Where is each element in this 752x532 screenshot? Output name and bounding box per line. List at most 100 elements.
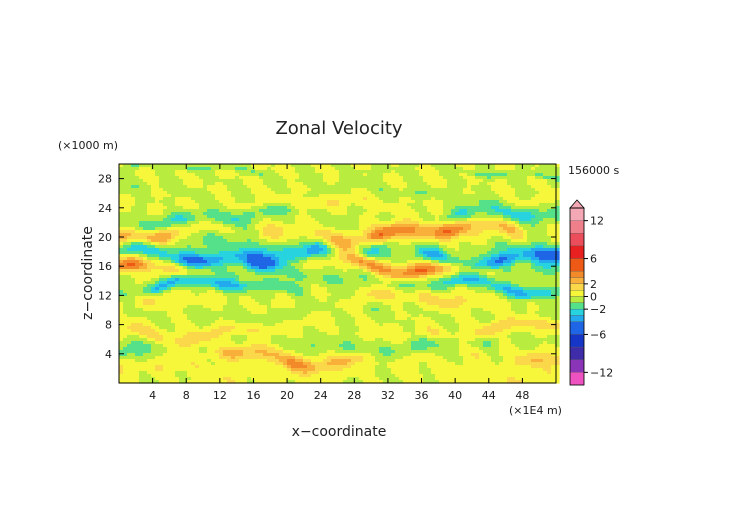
field-cell — [151, 188, 156, 192]
field-cell — [463, 206, 468, 210]
field-cell — [283, 242, 288, 246]
field-cell — [175, 239, 180, 243]
field-cell — [167, 215, 172, 219]
field-cell — [315, 293, 320, 297]
field-cell — [247, 293, 252, 297]
field-cell — [283, 188, 288, 192]
field-cell — [395, 257, 400, 261]
field-cell — [475, 275, 480, 279]
field-cell — [143, 179, 148, 183]
field-cell — [411, 260, 416, 264]
field-cell — [155, 203, 160, 207]
field-cell — [323, 290, 328, 294]
field-cell — [351, 275, 356, 279]
field-cell — [479, 212, 484, 216]
field-cell — [387, 281, 392, 285]
field-cell — [239, 284, 244, 288]
field-cell — [499, 221, 504, 225]
field-cell — [359, 242, 364, 246]
field-cell — [351, 191, 356, 195]
field-cell — [339, 248, 344, 252]
field-cell — [175, 281, 180, 285]
field-cell — [311, 221, 316, 225]
field-cell — [315, 182, 320, 186]
field-cell — [259, 170, 264, 174]
field-cell — [491, 170, 496, 174]
field-cell — [459, 293, 464, 297]
field-cell — [235, 206, 240, 210]
field-cell — [255, 221, 260, 225]
field-cell — [323, 194, 328, 198]
field-cell — [147, 233, 152, 237]
field-cell — [407, 248, 412, 252]
field-cell — [275, 263, 280, 267]
field-cell — [151, 296, 156, 300]
field-cell — [555, 221, 560, 225]
field-cell — [491, 224, 496, 228]
field-cell — [203, 251, 208, 255]
field-cell — [383, 197, 388, 201]
field-cell — [339, 260, 344, 264]
field-cell — [395, 278, 400, 282]
field-cell — [255, 227, 260, 231]
field-cell — [323, 185, 328, 189]
field-cell — [231, 251, 236, 255]
field-cell — [187, 239, 192, 243]
field-cell — [251, 254, 256, 258]
field-cell — [231, 176, 236, 180]
field-cell — [447, 179, 452, 183]
field-cell — [547, 185, 552, 189]
field-cell — [291, 182, 296, 186]
field-cell — [123, 170, 128, 174]
field-cell — [171, 170, 176, 174]
field-cell — [167, 200, 172, 204]
field-cell — [287, 251, 292, 255]
field-cell — [219, 230, 224, 234]
field-cell — [423, 293, 428, 297]
field-cell — [175, 188, 180, 192]
field-cell — [387, 239, 392, 243]
field-cell — [307, 230, 312, 234]
field-cell — [215, 257, 220, 261]
field-cell — [375, 275, 380, 279]
field-cell — [299, 185, 304, 189]
field-cell — [171, 218, 176, 222]
field-cell — [367, 254, 372, 258]
field-cell — [163, 179, 168, 183]
field-cell — [383, 281, 388, 285]
field-cell — [291, 179, 296, 183]
field-cell — [247, 185, 252, 189]
field-cell — [399, 266, 404, 270]
field-cell — [539, 290, 544, 294]
field-cell — [239, 185, 244, 189]
field-cell — [283, 173, 288, 177]
field-cell — [371, 224, 376, 228]
field-cell — [331, 236, 336, 240]
field-cell — [155, 182, 160, 186]
field-cell — [415, 269, 420, 273]
field-cell — [151, 215, 156, 219]
field-cell — [507, 197, 512, 201]
field-cell — [451, 203, 456, 207]
field-cell — [135, 194, 140, 198]
field-cell — [147, 194, 152, 198]
field-cell — [495, 170, 500, 174]
field-cell — [503, 182, 508, 186]
field-cell — [307, 170, 312, 174]
field-cell — [539, 191, 544, 195]
field-cell — [271, 290, 276, 294]
field-cell — [399, 263, 404, 267]
field-cell — [347, 215, 352, 219]
field-cell — [227, 215, 232, 219]
field-cell — [343, 194, 348, 198]
field-cell — [507, 269, 512, 273]
field-cell — [475, 200, 480, 204]
field-cell — [471, 233, 476, 237]
field-cell — [343, 236, 348, 240]
field-cell — [331, 188, 336, 192]
field-cell — [259, 290, 264, 294]
field-cell — [191, 287, 196, 291]
field-cell — [279, 188, 284, 192]
field-cell — [443, 254, 448, 258]
field-cell — [255, 218, 260, 222]
